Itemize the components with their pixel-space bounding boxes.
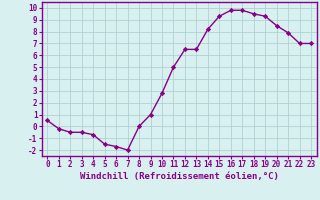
X-axis label: Windchill (Refroidissement éolien,°C): Windchill (Refroidissement éolien,°C) (80, 172, 279, 181)
